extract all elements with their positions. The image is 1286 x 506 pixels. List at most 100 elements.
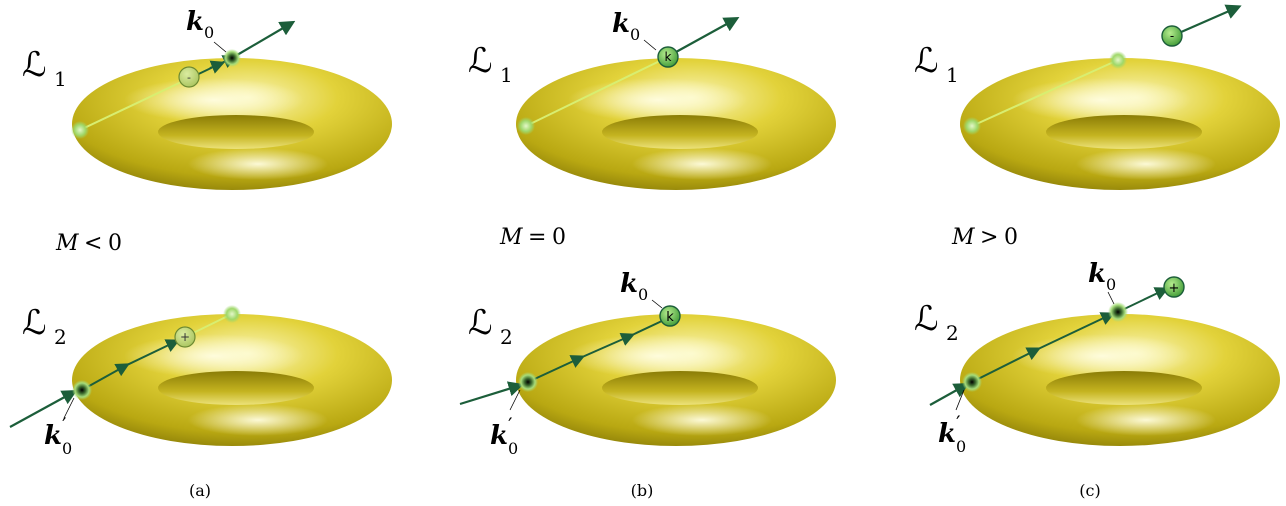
arrow-in [9,390,78,428]
svg-text:1: 1 [500,63,513,87]
label-L2-b: ℒ 2 [468,303,513,349]
svg-text:k: k [620,269,638,299]
svg-text:-: - [1170,29,1174,43]
weyl-point-dot [223,49,241,67]
axis-line [525,56,669,127]
svg-text:2: 2 [500,325,513,349]
label-k0-top-b: k 0 [612,9,657,51]
label-k0prime-a: k ′ 0 [44,397,75,458]
svg-text:0: 0 [638,285,648,304]
label-k0-bottom-b: k 0 [620,269,663,309]
label-L1-c: ℒ 1 [914,41,959,87]
label-L1-b: ℒ 1 [468,41,513,87]
svg-text:0: 0 [552,225,566,250]
condition-b: M = 0 [499,225,566,250]
weyl-point-dot [72,380,92,400]
svg-text:0: 0 [1106,275,1116,294]
svg-text:0: 0 [62,439,72,458]
arrow-in [929,382,970,406]
svg-text:0: 0 [630,25,640,44]
svg-text:0: 0 [956,437,966,456]
caption-c: (c) [1079,481,1100,500]
weyl-point-dot [962,372,982,392]
panel-c: - ℒ 1 M > 0 + k 0 [914,4,1280,500]
svg-text:ℒ: ℒ [468,41,493,81]
svg-text:M: M [499,225,523,250]
svg-text:M: M [951,225,975,250]
arrow-segment [1035,312,1116,351]
caption-b: (b) [631,481,654,500]
panel-b: k k 0 ℒ 1 M = 0 k [459,9,836,500]
label-k0prime-c: k ′ 0 [938,389,966,456]
svg-text:ℒ: ℒ [22,303,47,343]
glow-point [963,117,981,135]
svg-text:<: < [84,231,102,256]
svg-text:0: 0 [204,23,214,42]
svg-text:k: k [665,50,672,64]
glow-point [223,305,241,323]
charge-minus-b: k [657,46,679,68]
svg-text:>: > [980,225,998,250]
arrow-out [231,20,296,59]
label-L2-a: ℒ 2 [22,303,67,349]
svg-text:k: k [612,9,630,39]
glow-point [517,117,535,135]
torus-bottom-b [516,314,836,446]
svg-text:′: ′ [62,413,67,437]
charge-plus-c: + [1163,276,1185,298]
svg-text:ℒ: ℒ [468,303,493,343]
caption-a: (a) [189,481,211,500]
glow-point [71,121,89,139]
svg-text:0: 0 [108,231,122,256]
svg-text:k: k [666,310,674,325]
label-k0prime-b: k ′ 0 [490,389,521,458]
arrow-in [459,381,524,406]
svg-text:′: ′ [508,413,513,437]
panel-a: - k 0 ℒ 1 M < 0 + [9,7,392,500]
svg-text:=: = [528,225,546,250]
arrow-out [675,17,740,53]
svg-text:0: 0 [508,439,518,458]
torus-bottom-c [960,314,1280,446]
arrow-segment [124,339,181,367]
svg-text:k: k [44,421,62,451]
condition-c: M > 0 [951,225,1018,250]
svg-text:0: 0 [1004,225,1018,250]
glow-point [1109,51,1127,69]
torus-top-b [516,58,836,190]
svg-text:ℒ: ℒ [914,299,939,339]
svg-text:k: k [186,7,204,37]
arrow-out [1171,4,1242,38]
svg-text:ℒ: ℒ [914,41,939,81]
arrow-segment [579,332,636,359]
svg-text:1: 1 [946,63,959,87]
arrow-mid [209,60,226,74]
svg-text:′: ′ [956,411,961,435]
weyl-point-dot [518,372,538,392]
torus-bottom-a [72,314,392,446]
charge-minus-c: - [1161,25,1183,47]
charge-plus-b: k [659,305,681,327]
svg-text:1: 1 [54,67,67,91]
svg-text:k: k [938,419,956,449]
svg-text:2: 2 [946,321,959,345]
label-L1-a: ℒ 1 [22,45,67,91]
arrow-segment [629,319,665,337]
arrow-segment [971,347,1042,383]
label-k0-bottom-c: k 0 [1088,259,1116,305]
svg-text:+: + [1169,281,1180,296]
charge-plus-faded-a: + [174,326,196,348]
condition-a: M < 0 [55,231,122,256]
label-k0-top-a: k 0 [186,7,227,53]
label-L2-c: ℒ 2 [914,299,959,345]
torus-top-c [960,58,1280,190]
svg-text:k: k [490,421,508,451]
axis-line [971,59,1119,127]
svg-text:2: 2 [54,325,67,349]
svg-text:ℒ: ℒ [22,45,47,85]
svg-text:M: M [55,231,79,256]
charge-minus-faded-a: - [178,66,200,88]
svg-text:k: k [1088,259,1106,289]
svg-text:-: - [187,71,191,84]
